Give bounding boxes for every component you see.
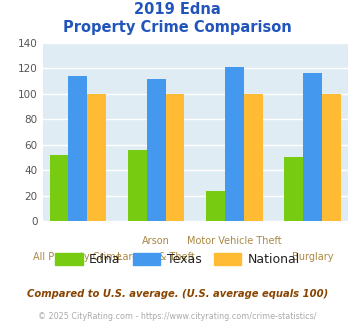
Bar xyxy=(303,74,322,221)
Bar xyxy=(87,94,106,221)
Text: 2019 Edna: 2019 Edna xyxy=(134,2,221,16)
Bar xyxy=(244,94,263,221)
Bar xyxy=(165,94,184,221)
Legend: Edna, Texas, National: Edna, Texas, National xyxy=(55,253,300,266)
Bar xyxy=(69,76,87,221)
Bar xyxy=(50,155,69,221)
Bar xyxy=(284,157,303,221)
Bar xyxy=(225,67,244,221)
Bar xyxy=(206,190,225,221)
Text: All Property Crime: All Property Crime xyxy=(33,252,122,262)
Text: Motor Vehicle Theft: Motor Vehicle Theft xyxy=(187,236,282,246)
Text: © 2025 CityRating.com - https://www.cityrating.com/crime-statistics/: © 2025 CityRating.com - https://www.city… xyxy=(38,312,317,321)
Text: Arson: Arson xyxy=(142,236,170,246)
Text: Compared to U.S. average. (U.S. average equals 100): Compared to U.S. average. (U.S. average … xyxy=(27,289,328,299)
Bar xyxy=(322,94,341,221)
Text: Larceny & Theft: Larceny & Theft xyxy=(117,252,195,262)
Bar xyxy=(128,150,147,221)
Bar xyxy=(147,79,165,221)
Text: Burglary: Burglary xyxy=(292,252,333,262)
Text: Property Crime Comparison: Property Crime Comparison xyxy=(63,20,292,35)
